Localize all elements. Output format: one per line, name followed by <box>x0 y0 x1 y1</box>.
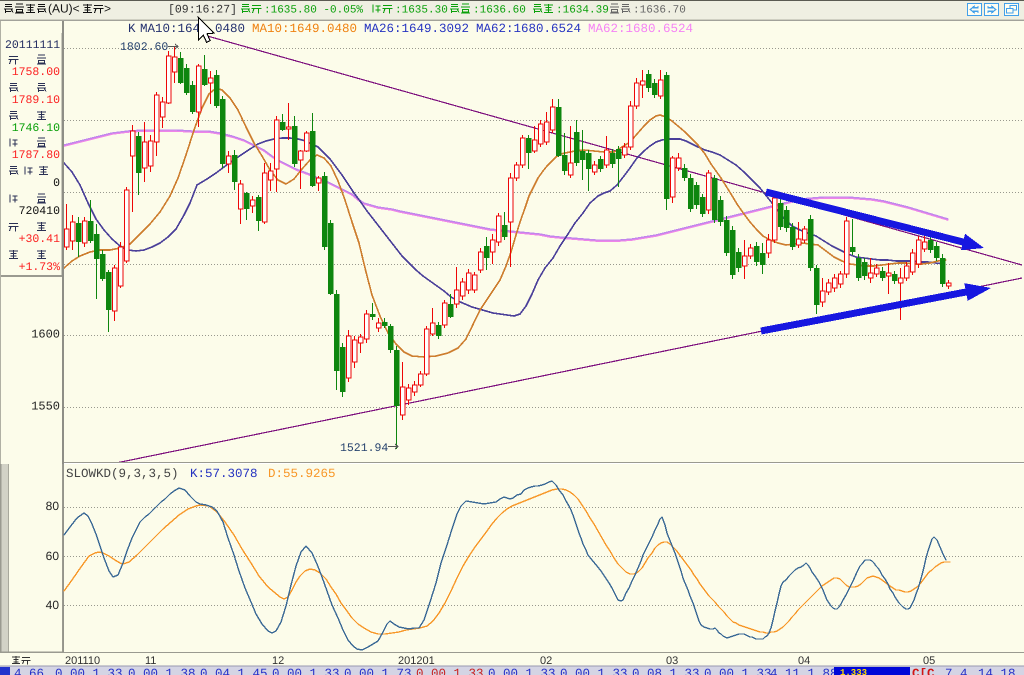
svg-text:1758.00: 1758.00 <box>12 66 60 79</box>
svg-text:K: K <box>128 22 136 36</box>
svg-text:+30.41: +30.41 <box>19 233 61 246</box>
svg-text:0.08 1.33: 0.08 1.33 <box>632 667 700 675</box>
svg-text:C[C: C[C <box>912 667 935 675</box>
svg-text:0.00 1.33: 0.00 1.33 <box>272 667 340 675</box>
svg-text:D:55.9265: D:55.9265 <box>268 467 336 481</box>
svg-text:0.00 1.33: 0.00 1.33 <box>488 667 556 675</box>
svg-text:0.04 1.45: 0.04 1.45 <box>200 667 268 675</box>
svg-text:MA62:1680.6524: MA62:1680.6524 <box>476 22 581 36</box>
svg-text:SLOWKD(9,3,3,5): SLOWKD(9,3,3,5) <box>66 467 179 481</box>
svg-text:12: 12 <box>272 655 284 667</box>
svg-text:(AU)<: (AU)< <box>48 2 80 16</box>
svg-text:0: 0 <box>53 177 60 190</box>
svg-text:201201: 201201 <box>398 655 435 667</box>
svg-text:>: > <box>104 2 111 16</box>
svg-text:1.333: 1.333 <box>840 668 867 675</box>
svg-text:0.00 1.33: 0.00 1.33 <box>560 667 628 675</box>
svg-text:0.00 1.33: 0.00 1.33 <box>704 667 772 675</box>
svg-text:02: 02 <box>540 655 552 667</box>
svg-text:20111111: 20111111 <box>5 39 60 52</box>
svg-text:05: 05 <box>923 655 935 667</box>
svg-text:11: 11 <box>145 655 156 667</box>
svg-text:0.00 1.33: 0.00 1.33 <box>55 667 123 675</box>
svg-text:+1.73%: +1.73% <box>19 261 61 274</box>
svg-text:MA62:1680.6524: MA62:1680.6524 <box>588 22 693 36</box>
svg-text::1636.70: :1636.70 <box>633 5 686 17</box>
svg-text:0.00 1.33: 0.00 1.33 <box>416 667 484 675</box>
svg-text:1787.80: 1787.80 <box>12 149 60 162</box>
svg-text:K:57.3078: K:57.3078 <box>190 467 258 481</box>
svg-text:201110: 201110 <box>65 655 100 667</box>
svg-text::1634.39: :1634.39 <box>556 5 609 17</box>
svg-text::1635.30: :1635.30 <box>395 5 448 17</box>
svg-text:1746.10: 1746.10 <box>12 122 60 135</box>
svg-text:04: 04 <box>798 655 810 667</box>
svg-text:1550: 1550 <box>31 400 60 414</box>
svg-text:0.00 1.73: 0.00 1.73 <box>344 667 412 675</box>
svg-text::1635.80 -0.05%: :1635.80 -0.05% <box>264 5 363 17</box>
svg-text:1802.60: 1802.60 <box>120 41 168 54</box>
svg-text:80: 80 <box>46 499 60 513</box>
svg-text:MA10:1649.0480: MA10:1649.0480 <box>252 22 357 36</box>
svg-text:1600: 1600 <box>31 328 60 342</box>
svg-text:MA26:1649.3092: MA26:1649.3092 <box>364 22 469 36</box>
svg-text:1521.94: 1521.94 <box>340 442 388 455</box>
svg-text:0.00 1.38: 0.00 1.38 <box>128 667 196 675</box>
svg-text:1789.10: 1789.10 <box>12 94 60 107</box>
svg-text:7.4: 7.4 <box>945 667 968 675</box>
svg-text::1636.60: :1636.60 <box>473 5 526 17</box>
svg-text:60: 60 <box>46 549 60 563</box>
svg-text:4.66: 4.66 <box>14 667 44 675</box>
svg-text:14.18: 14.18 <box>978 667 1016 675</box>
svg-text:4.11 1.88: 4.11 1.88 <box>770 667 838 675</box>
svg-text:720410: 720410 <box>19 205 61 218</box>
svg-text:03: 03 <box>666 655 678 667</box>
svg-text:[09:16:27]: [09:16:27] <box>168 4 237 17</box>
svg-text:MA10:1649.0480: MA10:1649.0480 <box>140 22 245 36</box>
svg-text:40: 40 <box>46 598 60 612</box>
